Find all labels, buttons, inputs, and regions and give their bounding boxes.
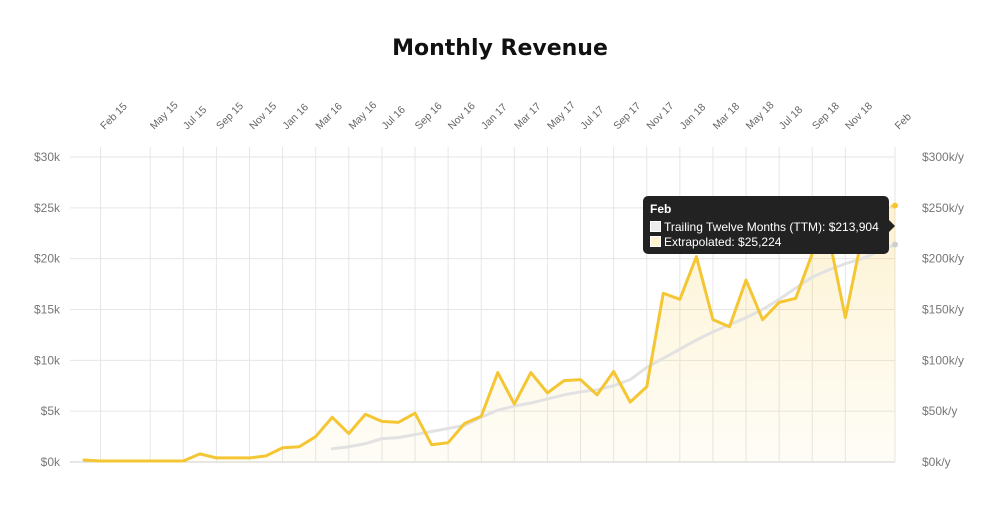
top-tick-label: Nov 15 (247, 100, 279, 132)
chart-title: Monthly Revenue (392, 36, 608, 61)
top-tick-label: Jan 16 (280, 101, 311, 132)
left-tick-label: $5k (41, 404, 61, 418)
tooltip-ttm-label: Trailing Twelve Months (TTM): $213,904 (664, 219, 879, 234)
top-tick-label: Jul 17 (578, 104, 606, 132)
top-tick-label: May 17 (545, 99, 578, 132)
right-tick-label: $200k/y (922, 252, 964, 266)
right-tick-label: $0k/y (922, 455, 951, 469)
right-tick-label: $250k/y (922, 201, 964, 215)
left-tick-label: $25k (34, 201, 61, 215)
extrapolated-hover-marker (892, 202, 898, 209)
top-tick-label: May 18 (744, 99, 777, 132)
top-tick-label: Feb 15 (98, 100, 130, 132)
top-tick-label: Mar 17 (512, 100, 544, 132)
right-tick-label: $150k/y (922, 303, 964, 317)
top-tick-label: Mar 16 (313, 100, 345, 132)
top-tick-label: Sep 18 (810, 100, 842, 132)
top-tick-label: Nov 18 (843, 100, 875, 132)
extrapolated-line (82, 206, 880, 463)
left-tick-label: $20k (34, 252, 61, 266)
tooltip-arrow-icon (889, 220, 895, 232)
top-tick-label: Nov 17 (644, 100, 676, 132)
top-tick-label: Sep 16 (413, 100, 445, 132)
right-tick-label: $300k/y (922, 150, 964, 164)
left-tick-label: $10k (34, 353, 61, 367)
hover-tooltip: Feb Trailing Twelve Months (TTM): $213,9… (643, 196, 895, 254)
top-tick-label: Feb (893, 111, 914, 132)
right-tick-label: $50k/y (922, 404, 957, 418)
hover-markers (892, 202, 898, 248)
top-tick-label: Jul 16 (380, 104, 408, 132)
left-tick-label: $15k (34, 303, 61, 317)
left-axis: $0k $5k $10k $15k $20k $25k $30k (34, 150, 61, 469)
ttm-swatch-icon (650, 221, 661, 232)
top-tick-label: May 16 (346, 99, 379, 132)
top-tick-label: May 15 (148, 99, 181, 132)
right-axis: $0k/y $50k/y $100k/y $150k/y $200k/y $250k/y $… (922, 150, 964, 469)
tooltip-title: Feb (650, 202, 672, 216)
top-tick-label: Jan 17 (479, 101, 510, 132)
tooltip-row-extrapolated: Extrapolated: $25,224 (650, 234, 882, 249)
tooltip-extrapolated-label: Extrapolated: $25,224 (664, 234, 782, 249)
top-tick-label: Jul 15 (181, 104, 209, 132)
ttm-hover-marker (892, 241, 898, 248)
top-tick-label: Sep 15 (214, 100, 246, 132)
right-tick-label: $100k/y (922, 353, 964, 367)
left-tick-label: $0k (41, 455, 61, 469)
top-tick-label: Jul 18 (777, 104, 805, 132)
left-tick-label: $30k (34, 150, 61, 164)
tooltip-row-ttm: Trailing Twelve Months (TTM): $213,904 (650, 219, 882, 234)
top-tick-label: Mar 18 (711, 100, 743, 132)
top-tick-label: Nov 16 (446, 100, 478, 132)
top-tick-label: Sep 17 (611, 100, 643, 132)
extrapolated-swatch-icon (650, 236, 661, 247)
top-axis-ticks: Feb 15 May 15 Jul 15 Sep 15 Nov 15 Jan 16 Mar … (98, 99, 914, 132)
top-tick-label: Jan 18 (677, 101, 708, 132)
